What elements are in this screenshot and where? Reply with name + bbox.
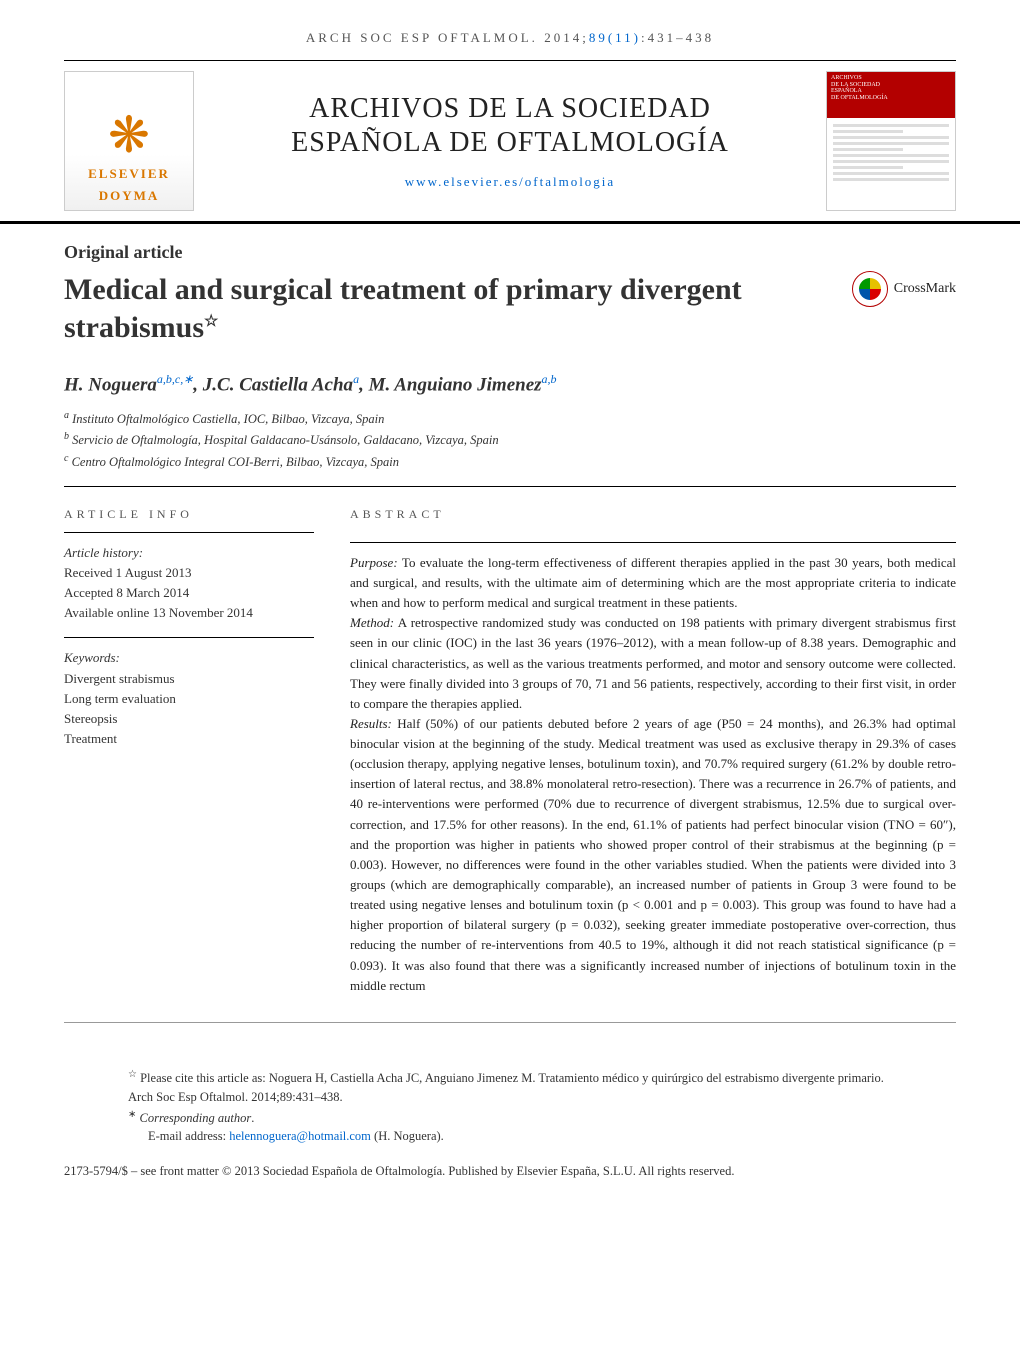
author-2: J.C. Castiella Acha (203, 374, 353, 395)
author-email-link[interactable]: helennoguera@hotmail.com (229, 1129, 371, 1143)
results-text: Half (50%) of our patients debuted befor… (350, 716, 956, 993)
abstract-column: ABSTRACT Purpose: To evaluate the long-t… (350, 507, 956, 996)
author-3-aff[interactable]: a,b (542, 372, 557, 386)
article-history: Article history: Received 1 August 2013 … (64, 543, 314, 624)
crossmark-widget[interactable]: CrossMark (852, 271, 956, 307)
journal-header: ❋ ELSEVIER DOYMA ARCHIVOS DE LA SOCIEDAD… (0, 61, 1020, 224)
title-footnote-star: ☆ (204, 313, 218, 330)
publisher-logo: ❋ ELSEVIER DOYMA (64, 71, 194, 211)
purpose-label: Purpose: (350, 555, 398, 570)
publisher-name: ELSEVIER (88, 164, 170, 188)
thumb-t3: ESPAÑOLA (831, 88, 951, 95)
crossmark-icon (852, 271, 888, 307)
author-1-corr[interactable]: ∗ (183, 372, 193, 386)
abstract-divider (350, 542, 956, 543)
accepted-date: Accepted 8 March 2014 (64, 583, 314, 603)
elsevier-tree-icon: ❋ (108, 106, 150, 164)
article-title: Medical and surgical treatment of primar… (64, 271, 832, 346)
keywords-label: Keywords: (64, 648, 314, 668)
citation-pages: :431–438 (641, 30, 714, 45)
aff-b: Servicio de Oftalmología, Hospital Galda… (69, 434, 499, 448)
journal-cover-thumbnail: ARCHIVOS DE LA SOCIEDAD ESPAÑOLA DE OFTA… (826, 71, 956, 211)
cite-text: Please cite this article as: Noguera H, … (128, 1071, 884, 1104)
article-info-column: ARTICLE INFO Article history: Received 1… (64, 507, 314, 996)
journal-website-link[interactable]: www.elsevier.es/oftalmologia (214, 174, 806, 190)
method-text: A retrospective randomized study was con… (350, 615, 956, 711)
received-date: Received 1 August 2013 (64, 563, 314, 583)
cite-star: ☆ (128, 1069, 137, 1080)
authors-line: H. Nogueraa,b,c,∗, J.C. Castiella Acha a,… (0, 346, 1020, 408)
author-3: M. Anguiano Jimenez (369, 374, 542, 395)
keyword-2: Long term evaluation (64, 689, 314, 709)
keyword-4: Treatment (64, 729, 314, 749)
keywords-block: Keywords: Divergent strabismus Long term… (64, 648, 314, 749)
keyword-1: Divergent strabismus (64, 669, 314, 689)
aff-a: Instituto Oftalmológico Castiella, IOC, … (69, 412, 384, 426)
title-row: Medical and surgical treatment of primar… (0, 271, 1020, 346)
affiliations: a Instituto Oftalmológico Castiella, IOC… (0, 408, 1020, 485)
journal-title-block: ARCHIVOS DE LA SOCIEDAD ESPAÑOLA DE OFTA… (194, 92, 826, 189)
crossmark-label: CrossMark (894, 281, 956, 297)
running-header: ARCH SOC ESP OFTALMOL. 2014;89(11):431–4… (64, 0, 956, 61)
corresponding-footnote: ∗ Corresponding author. (128, 1107, 892, 1128)
email-prefix: E-mail address: (148, 1129, 229, 1143)
corr-label: Corresponding author (136, 1111, 251, 1125)
issn-copyright: 2173-5794/$ – see front matter © 2013 So… (0, 1156, 1020, 1209)
citation-prefix: ARCH SOC ESP OFTALMOL. (306, 30, 544, 45)
thumb-t4: DE OFTALMOLOGÍA (831, 95, 951, 102)
thumb-header: ARCHIVOS DE LA SOCIEDAD ESPAÑOLA DE OFTA… (827, 72, 955, 118)
citation-issue-link[interactable]: 89(11) (589, 30, 641, 45)
results-label: Results: (350, 716, 392, 731)
corr-dot: . (251, 1111, 254, 1125)
author-1: H. Noguera (64, 374, 157, 395)
abstract-body: Purpose: To evaluate the long-term effec… (350, 553, 956, 996)
journal-title-line2: ESPAÑOLA DE OFTALMOLOGÍA (291, 127, 729, 158)
content-columns: ARTICLE INFO Article history: Received 1… (0, 487, 1020, 996)
abstract-heading: ABSTRACT (350, 507, 956, 532)
info-separator (64, 637, 314, 638)
footnotes: ☆ Please cite this article as: Noguera H… (64, 1022, 956, 1156)
history-label: Article history: (64, 543, 314, 563)
info-heading: ARTICLE INFO (64, 507, 314, 533)
method-label: Method: (350, 615, 394, 630)
aff-c: Centro Oftalmológico Integral COI-Berri,… (68, 455, 399, 469)
thumb-t1: ARCHIVOS (831, 75, 951, 82)
citation-yearvol: 2014; (544, 30, 589, 45)
author-1-aff[interactable]: a,b,c, (157, 372, 183, 386)
journal-title-line1: ARCHIVOS DE LA SOCIEDAD (309, 93, 711, 124)
keyword-3: Stereopsis (64, 709, 314, 729)
online-date: Available online 13 November 2014 (64, 603, 314, 623)
title-text: Medical and surgical treatment of primar… (64, 273, 742, 344)
email-footnote: E-mail address: helennoguera@hotmail.com… (128, 1127, 892, 1146)
article-type: Original article (0, 224, 1020, 271)
sep2: , (359, 374, 369, 395)
publisher-subname: DOYMA (99, 188, 160, 210)
purpose-text: To evaluate the long-term effectiveness … (350, 555, 956, 610)
cite-footnote: ☆ Please cite this article as: Noguera H… (128, 1067, 892, 1107)
sep1: , (193, 374, 203, 395)
thumb-body (827, 118, 955, 190)
crossmark-inner-icon (859, 278, 881, 300)
email-suffix: (H. Noguera). (371, 1129, 444, 1143)
